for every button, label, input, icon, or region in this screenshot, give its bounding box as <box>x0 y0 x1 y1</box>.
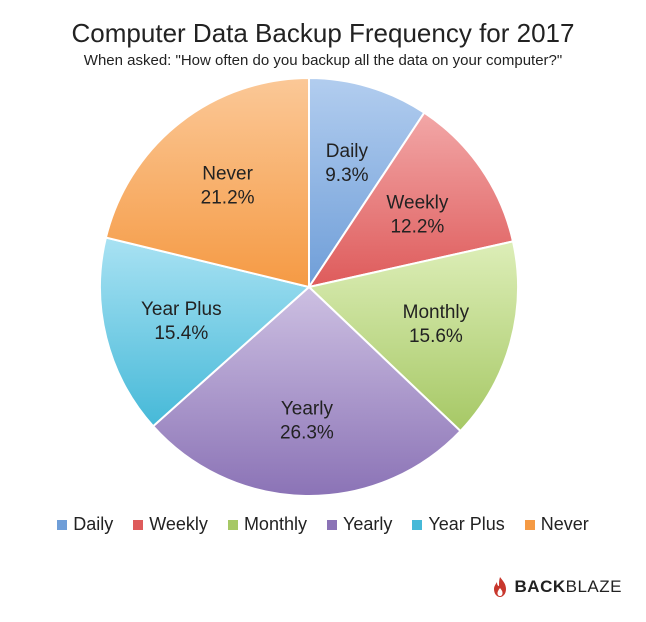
legend-swatch-yearly <box>326 519 337 530</box>
brand-name-bold: BACK <box>514 577 566 596</box>
slice-value-weekly: 12.2% <box>390 216 444 237</box>
legend-swatch-monthly <box>227 519 238 530</box>
legend-label-weekly: Weekly <box>149 514 208 534</box>
slice-label-yearly: Yearly <box>281 399 334 420</box>
chart-title: Computer Data Backup Frequency for 2017 <box>71 18 575 48</box>
slice-value-year-plus: 15.4% <box>154 323 208 344</box>
brand-name-light: BLAZE <box>565 577 622 596</box>
legend: Daily Weekly Monthly Yearly Year Plus Never <box>0 514 646 535</box>
pie-slice-year-plus <box>99 236 312 428</box>
legend-item-yearly: Yearly <box>326 514 393 535</box>
slice-label-never: Never <box>202 164 253 185</box>
legend-label-never: Never <box>540 514 589 534</box>
legend-item-monthly: Monthly <box>227 514 307 535</box>
legend-item-weekly: Weekly <box>133 514 208 535</box>
chart-subtitle: When asked: "How often do you backup all… <box>83 52 563 69</box>
legend-item-never: Never <box>524 514 589 535</box>
legend-item-daily: Daily <box>57 514 113 535</box>
flame-icon <box>493 577 506 597</box>
legend-label-year-plus: Year Plus <box>428 514 505 534</box>
legend-swatch-daily <box>57 519 68 530</box>
legend-label-monthly: Monthly <box>243 514 307 534</box>
slice-label-daily: Daily <box>326 141 369 162</box>
pie-slice-never <box>104 76 310 289</box>
legend-swatch-year-plus <box>412 519 423 530</box>
legend-item-year-plus: Year Plus <box>412 514 505 535</box>
slice-value-daily: 9.3% <box>325 165 368 186</box>
pie-slice-daily <box>308 76 426 291</box>
slice-value-monthly: 15.6% <box>409 326 463 347</box>
slice-label-year-plus: Year Plus <box>141 299 222 320</box>
slice-label-monthly: Monthly <box>403 302 470 323</box>
pie-slice-monthly <box>306 240 520 433</box>
pie-slice-weekly <box>306 111 515 289</box>
pie-slice-yearly <box>151 285 462 497</box>
legend-swatch-weekly <box>133 519 144 530</box>
brand-logo: BACK BLAZE <box>491 576 622 598</box>
legend-label-yearly: Yearly <box>342 514 393 534</box>
legend-label-daily: Daily <box>73 514 114 534</box>
slice-value-never: 21.2% <box>201 188 255 209</box>
slice-value-yearly: 26.3% <box>280 423 334 444</box>
slice-label-weekly: Weekly <box>386 192 448 213</box>
legend-swatch-never <box>524 519 535 530</box>
